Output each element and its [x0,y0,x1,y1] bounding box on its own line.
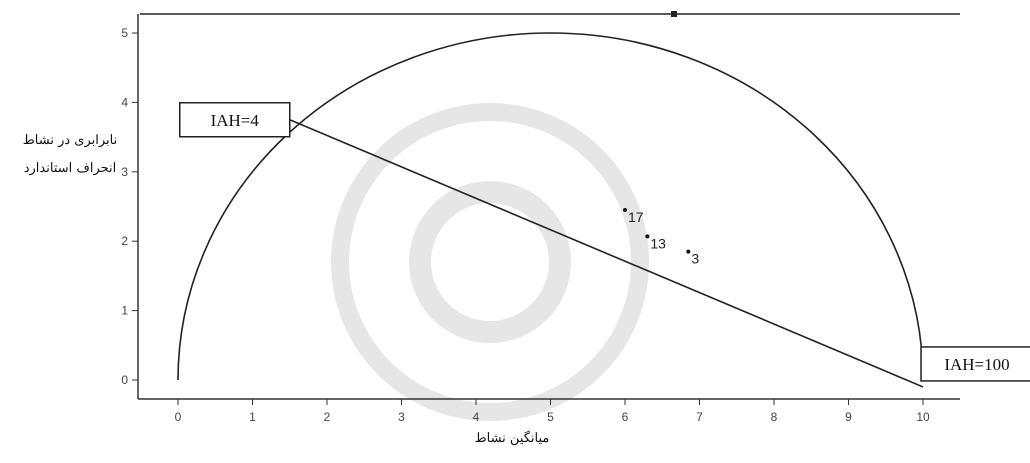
x-tick-label: 10 [916,410,930,424]
y-tick-label: 2 [121,234,128,248]
x-tick-label: 5 [547,410,554,424]
annotation-iah-100-text: IAH=100 [944,355,1009,374]
top-marker [671,11,677,17]
x-ticks: 0 1 2 3 4 5 6 7 8 9 10 [175,399,930,424]
watermark-emblem [331,103,649,421]
x-tick-label: 7 [696,410,703,424]
y-axis-title-line1: نابرابری در نشاط [23,133,117,148]
annotation-iah-4-text: IAH=4 [211,111,260,130]
data-point-label-13: 13 [650,235,666,251]
x-tick-label: 6 [622,410,629,424]
x-tick-label: 9 [845,410,852,424]
x-axis-title: میانگین نشاط [475,430,550,446]
y-axis-title-line2: انحراف استاندارد [24,161,117,176]
x-tick-label: 2 [324,410,331,424]
data-point-13 [645,234,650,239]
data-point-label-17: 17 [628,209,644,225]
x-tick-label: 0 [175,410,182,424]
y-tick-label: 5 [121,26,128,40]
semicircle-envelope [177,32,924,381]
x-tick-label: 1 [249,410,256,424]
iah-line [289,119,924,388]
x-tick-label: 3 [398,410,405,424]
data-point-17 [623,207,627,212]
annotation-iah-100: IAH=100 [920,346,1030,382]
annotation-iah-4: IAH=4 [179,102,291,138]
data-point-label-3: 3 [691,251,699,267]
y-tick-label: 4 [121,95,128,109]
y-ticks: 0 1 2 3 4 5 [121,26,138,387]
x-tick-label: 4 [473,410,480,424]
y-tick-label: 1 [121,304,128,318]
y-tick-label: 0 [121,373,128,387]
x-tick-label: 8 [771,410,778,424]
y-tick-label: 3 [121,165,128,179]
data-point-3 [686,249,691,254]
data-points: 17 13 3 [623,207,699,267]
